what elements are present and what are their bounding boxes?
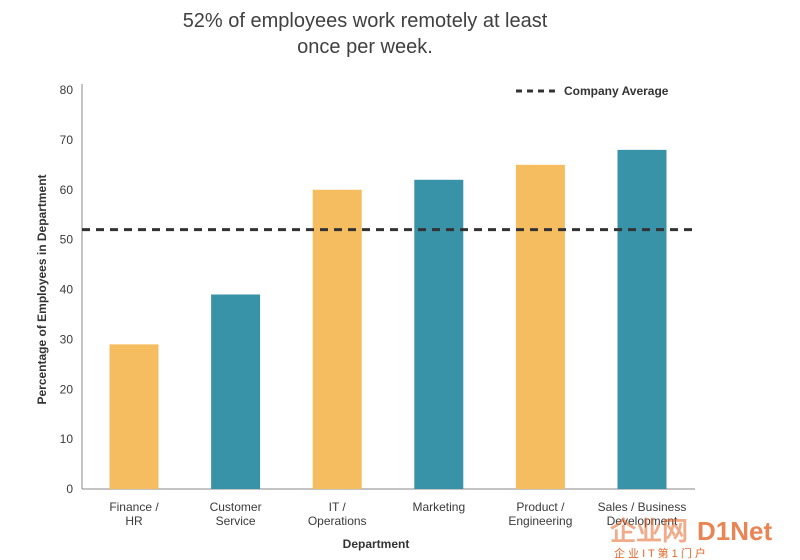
y-tick-label: 20	[60, 382, 74, 396]
watermark-brand-cn: 企业网	[610, 516, 688, 546]
bar	[109, 344, 159, 489]
y-tick-label: 0	[66, 482, 73, 496]
x-tick-label: Product / Engineering	[508, 500, 572, 528]
y-tick-label: 40	[60, 283, 74, 297]
chart-title-line-1: 52% of employees work remotely at least	[182, 10, 548, 32]
y-tick-label: 30	[60, 332, 74, 346]
x-tick-label: Sales / Business Development	[598, 500, 687, 528]
bar	[312, 189, 362, 489]
x-tick-label: Finance / HR	[109, 500, 159, 528]
bar	[515, 164, 565, 489]
x-tick-label: Customer Service	[210, 500, 262, 528]
legend-label: Company Average	[564, 84, 669, 98]
watermark-brand-en: D1Net	[697, 516, 772, 546]
bar	[211, 294, 261, 489]
y-tick-label: 50	[60, 233, 74, 247]
chart-title-line-2: once per week.	[297, 36, 433, 58]
x-tick-label: IT / Operations	[308, 500, 367, 528]
x-tick-label: Marketing	[412, 500, 465, 514]
labels: Finance / HR Customer Service IT / Operations…	[109, 500, 686, 528]
bars	[109, 149, 667, 489]
y-axis-title: Percentage of Employees in Department	[35, 174, 49, 404]
bar	[414, 179, 464, 489]
watermark-tagline: 企 业 I T 第 1 门 户	[614, 546, 706, 560]
y-tick-label: 60	[60, 183, 74, 197]
x-axis-title: Department	[343, 537, 410, 551]
y-tick-label: 10	[60, 432, 74, 446]
y-tick-label: 80	[60, 83, 74, 97]
y-tick-label: 70	[60, 133, 74, 147]
axes: 0 10 20 30 40 50 60 70 80 Percentage of Employees…	[35, 83, 695, 551]
legend: Company Average	[516, 84, 669, 98]
bar	[617, 149, 667, 489]
